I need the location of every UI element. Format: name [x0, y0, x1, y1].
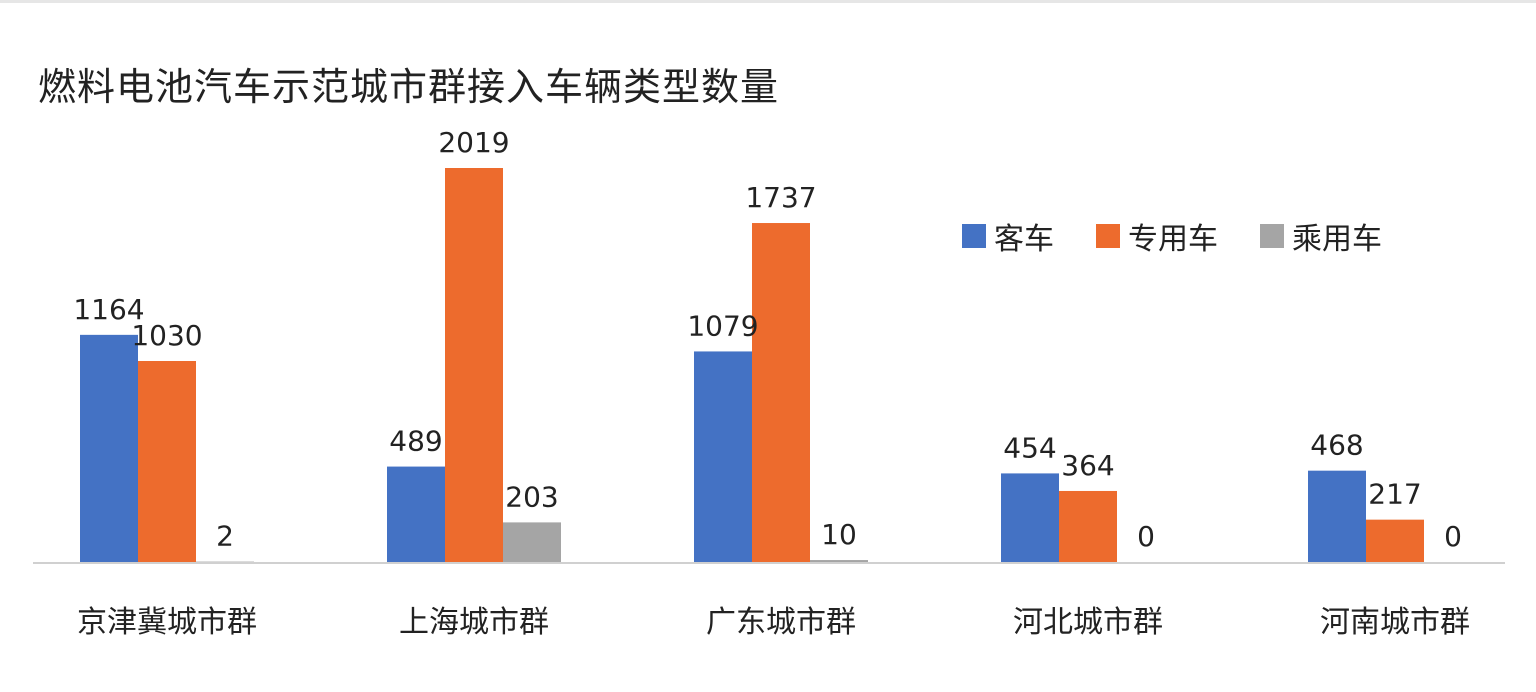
- bar-bus-3: [1001, 473, 1059, 562]
- data-label-bus-4: 468: [1310, 429, 1363, 462]
- category-label-3: 河北城市群: [1013, 605, 1163, 640]
- category-label-0: 京津冀城市群: [77, 605, 257, 640]
- bar-bus-0: [80, 334, 138, 562]
- data-label-passenger-3: 0: [1137, 520, 1155, 553]
- bar-special-4: [1366, 519, 1424, 562]
- category-label-1: 上海城市群: [399, 605, 549, 640]
- bar-bus-1: [387, 466, 445, 562]
- legend-label-passenger: 乘用车: [1292, 222, 1382, 257]
- bar-special-1: [445, 168, 503, 562]
- data-label-special-4: 217: [1368, 478, 1421, 511]
- legend-item-special: 专用车: [1096, 214, 1218, 258]
- legend-item-bus: 客车: [962, 214, 1054, 258]
- data-label-bus-2: 1079: [687, 309, 758, 342]
- data-label-passenger-1: 203: [505, 480, 558, 513]
- legend-label-bus: 客车: [994, 222, 1054, 257]
- bar-special-3: [1059, 490, 1117, 562]
- legend-label-special: 专用车: [1128, 222, 1218, 257]
- bar-bus-4: [1308, 470, 1366, 562]
- legend-swatch-special: [1096, 224, 1120, 248]
- data-label-special-2: 1737: [745, 181, 816, 214]
- data-label-bus-0: 1164: [73, 293, 144, 326]
- bar-special-2: [752, 223, 810, 563]
- bars-layer: [80, 168, 1424, 563]
- data-label-bus-3: 454: [1003, 431, 1056, 464]
- data-label-special-0: 1030: [131, 319, 202, 352]
- bar-passenger-1: [503, 522, 561, 562]
- data-label-passenger-4: 0: [1444, 520, 1462, 553]
- legend-swatch-bus: [962, 224, 986, 248]
- top-divider: [0, 0, 1536, 3]
- legend-item-passenger: 乘用车: [1260, 214, 1382, 258]
- data-label-special-3: 364: [1061, 449, 1114, 482]
- data-label-passenger-2: 10: [821, 518, 857, 551]
- bar-passenger-2: [810, 560, 868, 562]
- legend-swatch-passenger: [1260, 224, 1284, 248]
- bar-bus-2: [694, 351, 752, 562]
- bar-special-0: [138, 360, 196, 562]
- category-label-4: 河南城市群: [1320, 605, 1470, 640]
- chart-legend: 客车 专用车 乘用车: [962, 214, 1382, 258]
- data-label-passenger-0: 2: [216, 520, 234, 553]
- data-label-bus-1: 489: [389, 425, 442, 458]
- category-labels-layer: 京津冀城市群 上海城市群 广东城市群 河北城市群 河南城市群: [77, 605, 1470, 640]
- chart-title: 燃料电池汽车示范城市群接入车辆类型数量: [38, 65, 780, 109]
- category-label-2: 广东城市群: [706, 605, 856, 640]
- data-label-special-1: 2019: [438, 126, 509, 159]
